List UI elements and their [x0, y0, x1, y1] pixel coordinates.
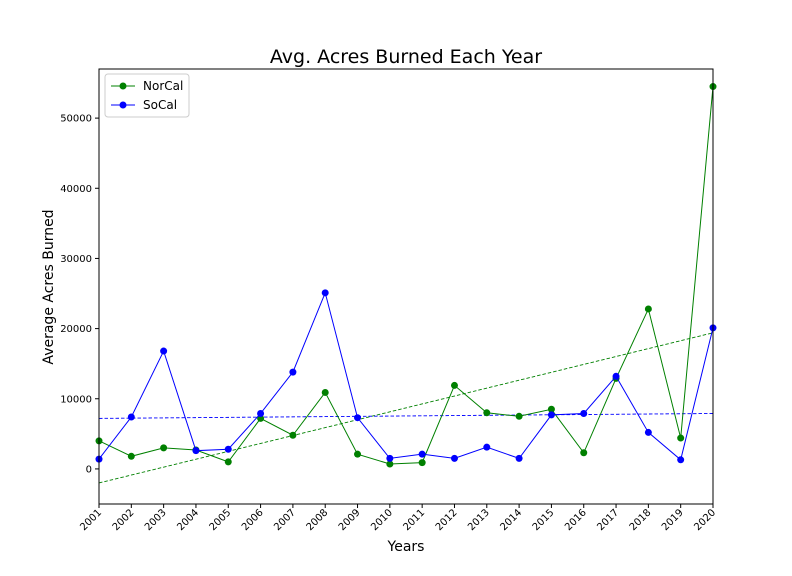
y-axis-label: Average Acres Burned — [41, 209, 57, 364]
y-tick-label-0: 0 — [86, 464, 92, 475]
data-point-norcal-2008 — [321, 388, 329, 396]
data-point-norcal-2016 — [580, 449, 588, 457]
legend: NorCal SoCal — [104, 73, 190, 118]
data-point-socal-2008 — [321, 289, 329, 297]
data-point-norcal-2014 — [515, 412, 523, 420]
x-tick-label-2001: 2001 — [78, 507, 104, 533]
data-point-socal-2006 — [257, 409, 265, 417]
x-axis: 2001 2002 2003 2004 2005 2006 2007 2008 2009 2010… — [78, 504, 718, 533]
data-point-socal-2003 — [160, 347, 168, 355]
data-point-socal-2014 — [515, 454, 523, 462]
data-point-socal-2019 — [677, 456, 685, 464]
data-point-socal-2010 — [386, 454, 394, 462]
x-tick-label-2016: 2016 — [563, 507, 589, 533]
x-tick-label-2006: 2006 — [240, 507, 266, 533]
data-point-socal-2013 — [483, 443, 491, 451]
x-tick-label-2018: 2018 — [628, 507, 654, 533]
data-point-norcal-2009 — [354, 450, 362, 458]
data-point-socal-2005 — [224, 445, 232, 453]
legend-marker-norcal — [119, 82, 127, 90]
x-tick-label-2017: 2017 — [595, 507, 621, 533]
y-tick-label-20000: 20000 — [60, 324, 92, 335]
x-tick-label-2003: 2003 — [143, 507, 169, 533]
x-tick-label-2015: 2015 — [531, 507, 557, 533]
x-tick-label-2002: 2002 — [111, 507, 137, 533]
data-point-norcal-2013 — [483, 409, 491, 417]
trendline-socal — [98, 413, 714, 419]
y-tick-label-30000: 30000 — [60, 254, 92, 265]
trendline-norcal — [98, 332, 714, 484]
series-line-norcal — [98, 86, 714, 465]
data-point-socal-2002 — [127, 413, 135, 421]
legend-label-socal: SoCal — [143, 98, 177, 112]
data-point-norcal-2010 — [386, 460, 394, 468]
x-tick-label-2019: 2019 — [660, 507, 686, 533]
data-point-socal-2007 — [289, 368, 297, 376]
legend-marker-socal — [119, 101, 127, 109]
y-tick-label-10000: 10000 — [60, 394, 92, 405]
chart-title: Avg. Acres Burned Each Year — [270, 46, 542, 68]
data-point-norcal-2003 — [160, 444, 168, 452]
data-point-socal-2016 — [580, 409, 588, 417]
y-axis: 0 10000 20000 30000 40000 50000 — [60, 114, 99, 475]
data-point-norcal-2002 — [127, 452, 135, 460]
data-point-socal-2004 — [192, 447, 200, 455]
x-axis-label: Years — [387, 539, 425, 555]
data-point-socal-2018 — [644, 428, 652, 436]
data-point-norcal-2018 — [644, 305, 652, 313]
data-point-norcal-2015 — [547, 405, 555, 413]
legend-label-norcal: NorCal — [143, 79, 183, 93]
x-tick-label-2013: 2013 — [466, 507, 492, 533]
x-tick-label-2014: 2014 — [498, 507, 524, 533]
data-point-socal-2017 — [612, 372, 620, 380]
data-point-norcal-2012 — [450, 381, 458, 389]
plot-area — [95, 83, 717, 484]
data-point-socal-2009 — [354, 414, 362, 422]
x-tick-label-2011: 2011 — [402, 507, 428, 533]
data-point-socal-2015 — [547, 411, 555, 419]
y-tick-label-50000: 50000 — [60, 114, 92, 125]
data-point-norcal-2006 — [257, 414, 265, 422]
data-point-socal-2011 — [418, 450, 426, 458]
data-point-norcal-2011 — [418, 459, 426, 467]
x-tick-label-2004: 2004 — [175, 507, 201, 533]
data-point-norcal-2019 — [677, 434, 685, 442]
x-tick-label-2010: 2010 — [369, 507, 395, 533]
data-point-norcal-2005 — [224, 458, 232, 466]
data-point-norcal-2007 — [289, 431, 297, 439]
y-tick-label-40000: 40000 — [60, 184, 92, 195]
x-tick-label-2008: 2008 — [305, 507, 331, 533]
x-tick-label-2009: 2009 — [337, 507, 363, 533]
plot-frame — [98, 68, 714, 505]
x-tick-label-2020: 2020 — [692, 507, 718, 533]
x-tick-label-2007: 2007 — [272, 507, 298, 533]
x-tick-label-2012: 2012 — [434, 507, 460, 533]
data-point-socal-2012 — [450, 454, 458, 462]
x-tick-label-2005: 2005 — [208, 507, 234, 533]
series-line-socal — [98, 291, 714, 461]
